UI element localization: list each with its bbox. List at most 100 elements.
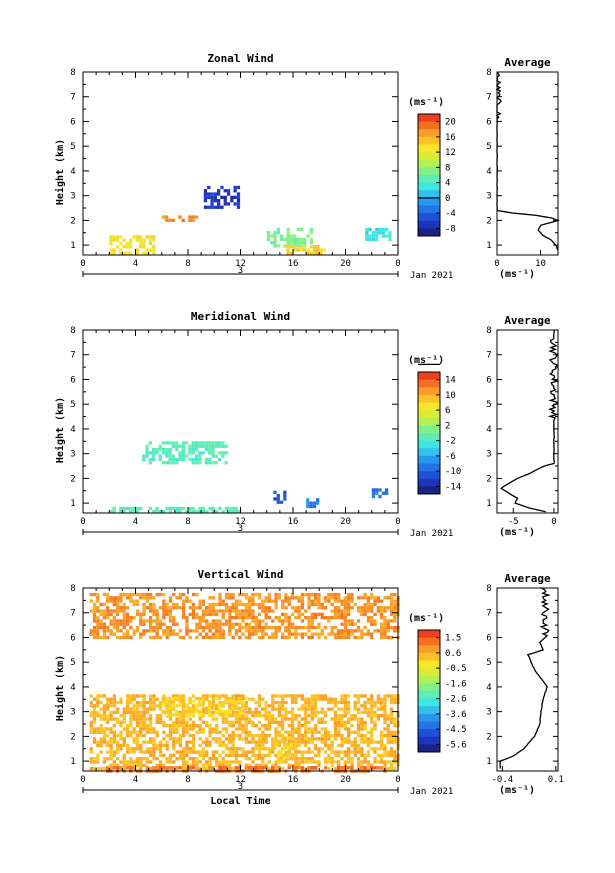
profile-y-tick-label: 7 <box>486 609 491 619</box>
heatmap-cell <box>248 609 252 613</box>
heatmap-cell <box>109 750 113 754</box>
heatmap-cell <box>132 235 136 239</box>
heatmap-cell <box>271 750 275 754</box>
heatmap-cell <box>370 714 374 718</box>
y-tick-label: 1 <box>70 499 75 509</box>
heatmap-cell <box>139 763 143 767</box>
heatmap-cell <box>393 606 397 610</box>
heatmap-cell <box>312 248 317 252</box>
heatmap-cell <box>226 192 231 196</box>
heatmap-cell <box>208 743 212 748</box>
heatmap-cell <box>102 707 107 711</box>
heatmap-cell <box>132 707 136 711</box>
heatmap-cell <box>337 743 341 748</box>
heatmap-cell <box>172 720 176 724</box>
heatmap-cell <box>201 763 206 767</box>
y-axis-label: Height (km) <box>54 139 66 205</box>
heatmap-cell <box>290 592 295 597</box>
heatmap-cell <box>142 602 146 607</box>
heatmap-cell <box>244 717 248 721</box>
heatmap-cell <box>264 596 268 600</box>
heatmap-cell <box>343 612 347 616</box>
heatmap-cell <box>389 760 394 764</box>
heatmap-cell <box>165 700 169 704</box>
heatmap-cell <box>264 737 268 741</box>
heatmap-cell <box>116 743 120 748</box>
heatmap-cell <box>92 612 97 616</box>
heatmap-cell <box>96 622 100 626</box>
heatmap-cell <box>307 622 311 626</box>
heatmap-cell <box>381 231 385 235</box>
heatmap-cell <box>343 710 347 715</box>
heatmap-cell <box>274 766 278 771</box>
x-tick-label: 4 <box>133 259 138 269</box>
heatmap-cell <box>122 720 126 724</box>
heatmap-cell <box>171 441 176 445</box>
heatmap-cell <box>191 616 196 620</box>
heatmap-cell <box>368 227 372 232</box>
heatmap-cell <box>333 635 338 640</box>
heatmap-cell <box>337 753 341 757</box>
heatmap-cell <box>109 740 113 744</box>
heatmap-cell <box>181 700 185 704</box>
heatmap-cell <box>284 714 288 718</box>
heatmap-cell <box>370 596 374 600</box>
heatmap-cell <box>310 740 314 744</box>
heatmap-cell <box>112 625 116 630</box>
heatmap-cell <box>194 696 199 701</box>
heatmap-cell <box>380 629 384 633</box>
heatmap-cell <box>257 596 262 600</box>
heatmap-cell <box>155 619 159 623</box>
heatmap-cell <box>191 461 195 465</box>
heatmap-cell <box>162 612 166 616</box>
heatmap-cell <box>224 747 229 751</box>
heatmap-cell <box>271 632 275 636</box>
heatmap-cells <box>109 185 392 255</box>
heatmap-cell <box>112 760 116 764</box>
heatmap-cell <box>112 506 116 511</box>
heatmap-cell <box>347 733 351 738</box>
heatmap-cell <box>343 596 347 600</box>
heatmap-cell <box>178 694 182 698</box>
heatmap-cell <box>337 707 341 711</box>
heatmap-cell <box>393 730 397 734</box>
heatmap-cell <box>393 724 397 728</box>
heatmap-cell <box>238 724 242 728</box>
heatmap-cell <box>363 704 367 708</box>
heatmap-cell <box>109 251 113 255</box>
heatmap-cell <box>211 737 215 741</box>
heatmap-cell <box>142 622 146 626</box>
heatmap-cell <box>297 632 301 636</box>
heatmap-cell <box>142 757 146 761</box>
heatmap-cell <box>231 724 235 728</box>
heatmap-cell <box>300 599 305 603</box>
heatmap-cell <box>347 757 351 761</box>
heatmap-cell <box>89 704 93 708</box>
heatmap-cell <box>257 714 262 718</box>
heatmap-cell <box>261 737 265 741</box>
heatmap-cell <box>284 694 288 698</box>
heatmap-cell <box>277 730 281 734</box>
heatmap-cell <box>96 753 100 757</box>
heatmap-cell <box>218 506 222 511</box>
x-tick-label: 12 <box>235 775 246 785</box>
heatmap-cell <box>333 753 338 757</box>
heatmap-cell <box>300 592 305 597</box>
heatmap-cell <box>221 727 225 731</box>
heatmap-cell <box>135 238 139 242</box>
heatmap-cell <box>178 743 182 748</box>
profile-x-tick-label: -5 <box>508 517 519 527</box>
heatmap-cell <box>221 743 225 748</box>
heatmap-cell <box>165 451 169 455</box>
heatmap-cell <box>350 592 354 597</box>
heatmap-cell <box>148 241 153 246</box>
heatmap-cell <box>109 619 113 623</box>
heatmap-cell <box>155 733 159 738</box>
heatmap-cell <box>172 632 176 636</box>
heatmap-cell <box>290 622 295 626</box>
heatmap-cell <box>149 737 153 741</box>
heatmap-cell <box>300 632 305 636</box>
heatmap-cell <box>92 606 97 610</box>
heatmap-cell <box>274 629 278 633</box>
heatmap-cell <box>204 441 209 445</box>
